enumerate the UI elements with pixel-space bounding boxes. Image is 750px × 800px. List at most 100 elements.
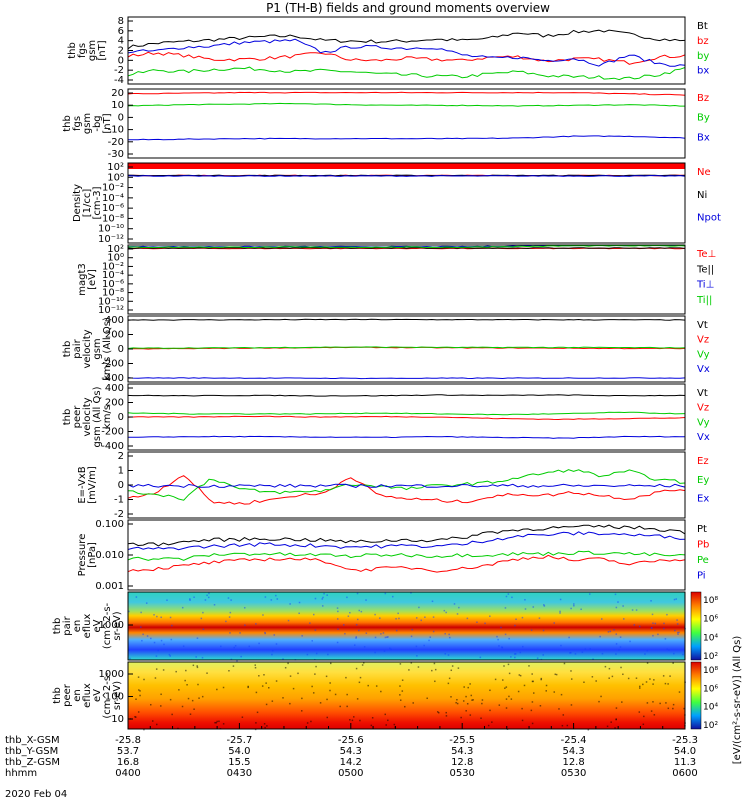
spectrogram-speck: [589, 648, 591, 650]
spectrogram-speck: [558, 708, 560, 710]
y-tick-label: -20: [108, 137, 124, 148]
y-tick-label: 1000: [99, 669, 124, 680]
series-line-bx: [127, 38, 686, 67]
spectrogram-speck: [389, 647, 391, 650]
spectrogram-speck: [263, 674, 265, 676]
spectrogram-speck: [601, 652, 604, 655]
spectrogram-speck: [306, 653, 309, 656]
spectrogram-speck: [613, 629, 615, 631]
spectrogram-speck: [437, 711, 440, 714]
spectrogram-speck: [415, 617, 418, 619]
spectrogram-speck: [598, 700, 600, 703]
spectrogram-speck: [261, 685, 264, 687]
y-tick-label: -200: [101, 427, 124, 438]
spectrogram-speck: [496, 635, 498, 638]
y-tick-label: 10⁻¹⁰: [98, 224, 124, 235]
spectrogram-speck: [507, 663, 510, 666]
series-line-Vt: [127, 318, 686, 321]
spectrogram-speck: [321, 598, 324, 600]
spectrogram-speck: [542, 654, 544, 656]
y-axis-label-line: Density: [72, 184, 83, 222]
spectrogram-speck: [143, 728, 145, 731]
spectrogram-speck: [458, 606, 460, 609]
spectrogram-speck: [347, 615, 350, 617]
x-row-value: -25.3: [672, 735, 698, 746]
spectrogram-speck: [481, 702, 483, 705]
y-axis-label: Pressure [nPa]: [77, 534, 98, 577]
y-axis-label-line: fgs: [77, 43, 88, 58]
legend-Ti⊥: Ti⊥: [696, 280, 714, 291]
spectrogram-speck: [196, 665, 198, 667]
panel-7: 2 1 0 -1 -2 Ez Ey Ex E=-VxB [mV/m]: [77, 451, 709, 520]
spectrogram-speck: [436, 711, 439, 713]
spectrogram-speck: [489, 689, 491, 692]
spectrogram-speck: [375, 685, 378, 687]
spectrogram-speck: [345, 676, 347, 679]
series-line-Vx: [127, 377, 686, 380]
y-axis-label-line: eflux: [82, 683, 93, 708]
y-tick-label: 10⁻⁴: [102, 193, 124, 204]
y-axis-label-line: peer: [62, 683, 73, 707]
spectrogram-speck: [584, 648, 587, 650]
spectrogram-speck: [411, 628, 414, 631]
spectrogram-speck: [683, 707, 685, 710]
panel-frame: [127, 244, 686, 315]
panel-8: 0.100 0.010 0.001 Pt Pb Pe Pi Pressure [nPa]: [77, 519, 709, 592]
spectrogram-speck: [323, 592, 325, 595]
y-axis-label-line: eV: [92, 689, 103, 702]
spectrogram-speck: [410, 592, 412, 594]
x-row-value: 0530: [561, 768, 586, 779]
spectrogram-speck: [208, 596, 210, 599]
spectrogram-speck: [383, 650, 386, 652]
spectrogram-speck: [399, 694, 401, 696]
spectrogram-speck: [363, 646, 366, 648]
spectrogram-speck: [517, 690, 520, 693]
spectrogram-speck: [225, 620, 227, 623]
spectrogram-speck: [265, 703, 268, 706]
spectrogram-speck: [466, 702, 469, 705]
date-label: 2020 Feb 04: [5, 789, 67, 800]
y-tick-label: 0: [118, 55, 124, 66]
spectrogram-speck: [264, 631, 266, 634]
spectrogram-speck: [416, 655, 418, 657]
panel-frame: [127, 162, 686, 244]
spectrogram-speck: [379, 617, 381, 619]
spectrogram-speck: [311, 685, 313, 688]
spectrogram-speck: [298, 612, 300, 615]
spectrogram-speck: [228, 669, 230, 672]
spectrogram-speck: [417, 666, 420, 668]
spectrogram-speck: [554, 673, 557, 676]
x-row-value: 11.3: [674, 757, 696, 768]
y-axis-label-line: [nT]: [102, 113, 113, 133]
panel-6: 400 200 0 -200 -400 Vt Vz Vy Vx thb peer velocity gs…: [62, 383, 710, 452]
x-row-value: -25.7: [226, 735, 252, 746]
spectrogram-speck: [531, 673, 533, 675]
y-tick-label: 1: [118, 466, 124, 477]
legend-Ez: Ez: [697, 456, 709, 467]
spectrogram-speck: [297, 672, 299, 675]
series-line-Vz: [128, 346, 686, 350]
spectrogram-speck: [138, 689, 140, 691]
spectrogram-speck: [665, 702, 667, 704]
spectrogram-speck: [615, 707, 618, 709]
x-row-value: 12.8: [451, 757, 473, 768]
y-axis-label-line: eflux: [82, 614, 93, 639]
spectrogram-speck: [329, 682, 331, 684]
spectrogram-speck: [514, 653, 517, 655]
y-axis-label-line: E=-VxB: [77, 466, 88, 503]
spectrogram-speck: [611, 675, 614, 678]
spectrogram-speck: [287, 619, 290, 622]
y-axis-label-line: peer: [72, 405, 83, 429]
series-line-Pe: [127, 550, 686, 561]
spectrogram-speck: [284, 666, 287, 669]
y-axis-label-line: sr-eV): [112, 681, 123, 710]
spectrogram-speck: [642, 683, 644, 686]
legend-Te⊥: Te⊥: [696, 249, 716, 260]
spectrogram-speck: [171, 713, 173, 716]
y-axis-label-line: [cm-3]: [92, 186, 103, 219]
y-tick-label: -400: [101, 441, 124, 452]
spectrogram-speck: [140, 626, 142, 628]
spectrogram-speck: [505, 686, 508, 688]
spectrogram-speck: [456, 702, 459, 705]
spectrogram-speck: [298, 601, 301, 604]
